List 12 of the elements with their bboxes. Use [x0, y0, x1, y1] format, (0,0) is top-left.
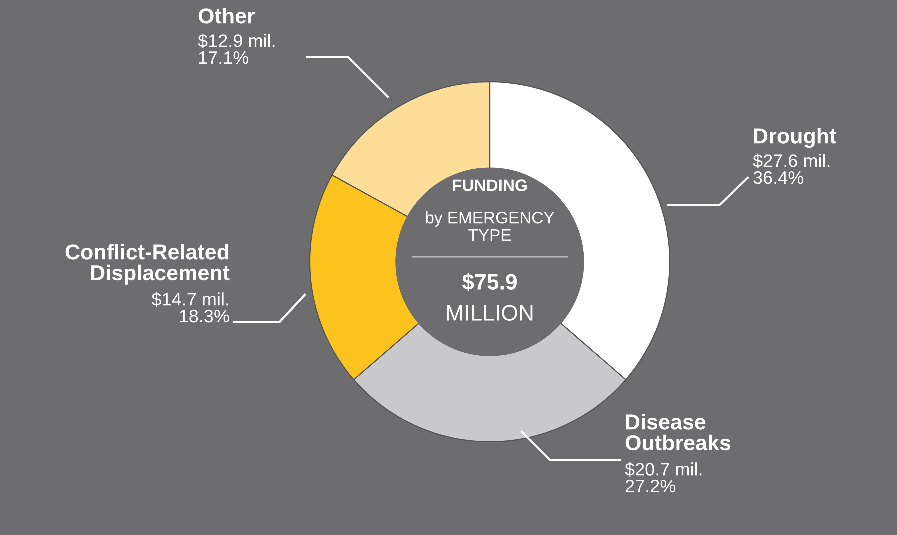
slice-label: Disease Outbreaks	[626, 414, 731, 451]
text: MILLION	[447, 305, 533, 321]
data-label: $27.6 mil. 36.4%	[753, 154, 830, 184]
slice-label: Conflict-Related Displacement	[66, 244, 230, 285]
slice-label: Other	[198, 8, 256, 24]
slice-label: Drought	[754, 128, 836, 148]
data-label: $20.7 mil. 27.2%	[625, 462, 702, 493]
text: by EMERGENCY TYPE	[426, 212, 554, 241]
text: $75.9	[462, 273, 517, 292]
data-label: $14.7 mil. 18.3%	[152, 292, 230, 323]
data-label: $12.9 mil. 17.1%	[198, 34, 275, 64]
text: FUNDING	[453, 180, 527, 192]
